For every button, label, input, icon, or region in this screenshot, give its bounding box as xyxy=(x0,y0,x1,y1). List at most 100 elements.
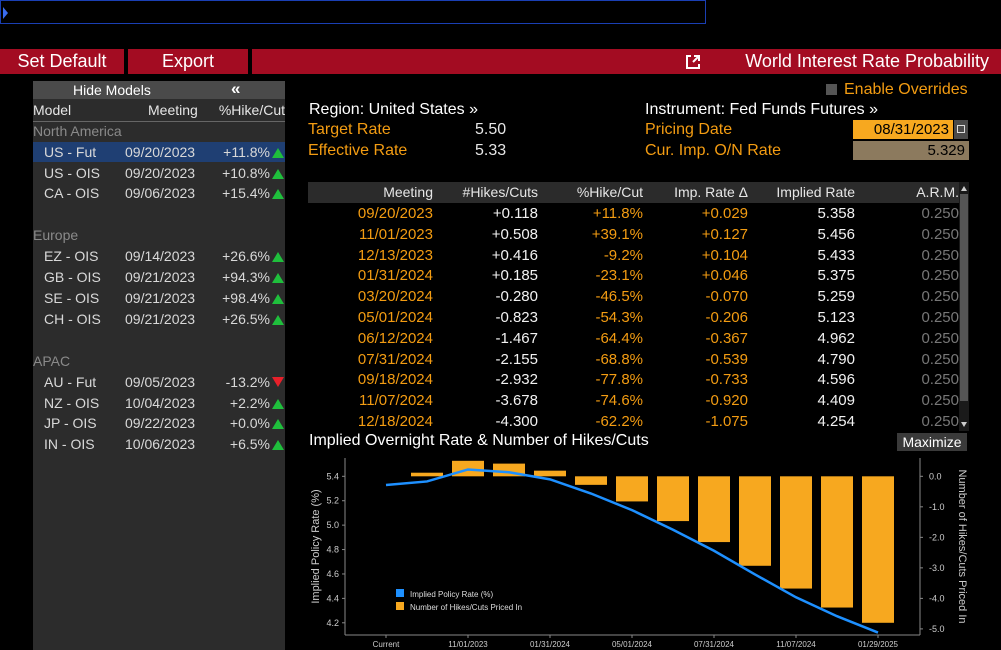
cell-hikes-cuts: +0.508 xyxy=(491,225,538,243)
maximize-button[interactable]: Maximize xyxy=(897,433,967,451)
cell-pct-hike-cut: -77.8% xyxy=(595,371,643,389)
table-row[interactable]: 12/18/2024 -4.300 -62.2% -1.075 4.254 0.250 xyxy=(308,411,959,432)
right-tick-label: -1.0 xyxy=(929,502,945,512)
model-pct: +94.3% xyxy=(222,269,270,285)
model-pct: +11.8% xyxy=(223,144,270,160)
model-pct: +0.0% xyxy=(229,415,270,431)
cell-hikes-cuts: +0.185 xyxy=(491,267,538,285)
external-link-icon[interactable] xyxy=(684,53,702,71)
rate-chart: 5.4 5.2 5.0 4.8 4.6 4.4 4.2 0.0 -1.0 -2.0 -3.0 -4.0… xyxy=(308,452,969,650)
cell-imp-rate-delta: +0.127 xyxy=(701,225,748,243)
table-scrollbar[interactable] xyxy=(959,182,969,431)
cell-arm: 0.250 xyxy=(921,329,959,347)
cell-arm: 0.250 xyxy=(921,350,959,368)
cell-arm: 0.250 xyxy=(921,288,959,306)
cell-imp-rate-delta: -0.367 xyxy=(705,329,748,347)
table-row[interactable]: 09/20/2023 +0.118 +11.8% +0.029 5.358 0.250 xyxy=(308,203,959,224)
table-row[interactable]: 11/07/2024 -3.678 -74.6% -0.920 4.409 0.250 xyxy=(308,390,959,411)
up-arrow-icon xyxy=(272,273,284,283)
header-divider xyxy=(33,121,285,122)
cell-pct-hike-cut: +39.1% xyxy=(591,225,643,243)
table-row[interactable]: 01/31/2024 +0.185 -23.1% +0.046 5.375 0.250 xyxy=(308,265,959,286)
th-arm[interactable]: A.R.M. xyxy=(916,184,959,200)
right-tick-label: -3.0 xyxy=(929,563,945,573)
model-meeting: 09/21/2023 xyxy=(125,311,196,327)
collapse-chevron-icon[interactable]: « xyxy=(231,79,241,98)
scroll-thumb[interactable] xyxy=(960,194,968,401)
group-north-america: North America xyxy=(33,123,122,139)
enable-overrides-label[interactable]: Enable Overrides xyxy=(844,81,968,98)
hikes-cuts-bar xyxy=(534,470,566,477)
column-header-model[interactable]: Model xyxy=(33,102,72,118)
cell-imp-rate-delta: -1.075 xyxy=(705,413,748,430)
th-hikes-cuts[interactable]: #Hikes/Cuts xyxy=(462,184,538,200)
model-row[interactable]: CA - OIS 09/06/2023 +15.4% xyxy=(33,183,285,203)
cell-implied-rate: 4.254 xyxy=(817,413,855,430)
column-header-meeting[interactable]: Meeting xyxy=(148,102,198,118)
model-row[interactable]: GB - OIS 09/21/2023 +94.3% xyxy=(33,267,285,287)
model-row[interactable]: SE - OIS 09/21/2023 +98.4% xyxy=(33,288,285,308)
th-imp-rate-delta[interactable]: Imp. Rate Δ xyxy=(674,184,748,200)
model-row[interactable]: NZ - OIS 10/04/2023 +2.2% xyxy=(33,393,285,413)
cell-implied-rate: 5.456 xyxy=(817,225,855,243)
cell-hikes-cuts: -3.678 xyxy=(495,392,538,410)
pricing-date-input[interactable]: 08/31/2023 xyxy=(853,120,953,139)
y-axis-label-left: Implied Policy Rate (%) xyxy=(310,489,322,603)
model-name: CA - OIS xyxy=(44,185,100,201)
model-row[interactable]: IN - OIS 10/06/2023 +6.5% xyxy=(33,434,285,454)
region-selector[interactable]: Region: United States » xyxy=(309,101,478,118)
table-row[interactable]: 11/01/2023 +0.508 +39.1% +0.127 5.456 0.250 xyxy=(308,224,959,245)
th-pct-hike-cut[interactable]: %Hike/Cut xyxy=(576,184,643,200)
table-row[interactable]: 06/12/2024 -1.467 -64.4% -0.367 4.962 0.250 xyxy=(308,328,959,349)
cell-implied-rate: 5.358 xyxy=(817,205,855,222)
set-default-button[interactable]: Set Default xyxy=(17,51,107,71)
right-tick-label: -5.0 xyxy=(929,624,945,634)
x-tick-label: 05/01/2024 xyxy=(612,640,653,649)
th-meeting[interactable]: Meeting xyxy=(383,184,433,200)
model-row[interactable]: US - Fut 09/20/2023 +11.8% xyxy=(33,142,285,162)
hide-models-button[interactable]: Hide Models « xyxy=(33,79,285,99)
column-header-hike-cut[interactable]: %Hike/Cut xyxy=(218,102,285,118)
model-name: IN - OIS xyxy=(44,436,95,452)
right-tick-label: 0.0 xyxy=(929,471,942,481)
model-row[interactable]: AU - Fut 09/05/2023 -13.2% xyxy=(33,372,285,392)
model-name: EZ - OIS xyxy=(44,248,99,264)
effective-rate-value: 5.33 xyxy=(475,142,507,159)
left-tick-label: 5.4 xyxy=(326,471,339,481)
cell-imp-rate-delta: +0.046 xyxy=(701,267,748,285)
left-tick-label: 5.2 xyxy=(326,496,339,506)
up-arrow-icon xyxy=(272,315,284,325)
toolbar-divider xyxy=(124,49,128,74)
table-row[interactable]: 09/18/2024 -2.932 -77.8% -0.733 4.596 0.250 xyxy=(308,369,959,390)
up-arrow-icon xyxy=(272,148,284,158)
x-tick-label: 01/31/2024 xyxy=(530,640,571,649)
model-row[interactable]: EZ - OIS 09/14/2023 +26.6% xyxy=(33,246,285,266)
scroll-down-icon[interactable] xyxy=(961,422,967,427)
cell-arm: 0.250 xyxy=(921,392,959,410)
command-line-input[interactable] xyxy=(0,0,706,24)
table-row[interactable]: 07/31/2024 -2.155 -68.8% -0.539 4.790 0.250 xyxy=(308,349,959,370)
scroll-up-icon[interactable] xyxy=(961,186,967,191)
cell-meeting: 09/20/2023 xyxy=(357,205,433,222)
cell-implied-rate: 4.962 xyxy=(817,329,855,347)
up-arrow-icon xyxy=(272,440,284,450)
table-row[interactable]: 12/13/2023 +0.416 -9.2% +0.104 5.433 0.250 xyxy=(308,245,959,266)
export-button[interactable]: Export xyxy=(161,51,215,71)
th-implied-rate[interactable]: Implied Rate xyxy=(776,184,855,200)
model-row[interactable]: JP - OIS 09/22/2023 +0.0% xyxy=(33,413,285,433)
calendar-button[interactable] xyxy=(954,120,968,139)
calendar-icon xyxy=(957,125,965,133)
cell-implied-rate: 5.123 xyxy=(817,309,855,326)
cell-pct-hike-cut: +11.8% xyxy=(592,205,643,222)
prompt-caret-icon xyxy=(3,7,8,19)
model-pct: +98.4% xyxy=(222,290,270,306)
instrument-selector[interactable]: Instrument: Fed Funds Futures » xyxy=(645,101,878,118)
cur-imp-rate-input[interactable]: 5.329 xyxy=(853,141,969,160)
model-row[interactable]: CH - OIS 09/21/2023 +26.5% xyxy=(33,309,285,329)
cell-imp-rate-delta: -0.539 xyxy=(705,350,748,368)
enable-overrides-checkbox[interactable] xyxy=(826,84,837,95)
model-row[interactable]: US - OIS 09/20/2023 +10.8% xyxy=(33,163,285,183)
model-meeting: 09/20/2023 xyxy=(125,144,196,160)
table-row[interactable]: 03/20/2024 -0.280 -46.5% -0.070 5.259 0.250 xyxy=(308,286,959,307)
table-row[interactable]: 05/01/2024 -0.823 -54.3% -0.206 5.123 0.250 xyxy=(308,307,959,328)
